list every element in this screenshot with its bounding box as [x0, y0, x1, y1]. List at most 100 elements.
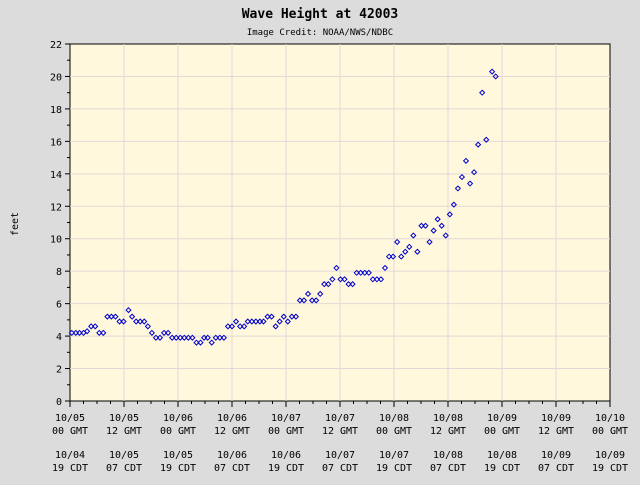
data-point	[137, 318, 144, 325]
data-point	[492, 73, 499, 80]
x-tick-label: 10/08	[379, 413, 409, 424]
data-point	[228, 323, 236, 330]
data-point	[244, 318, 251, 325]
data-point	[197, 339, 204, 346]
data-point	[341, 276, 348, 283]
data-point	[369, 276, 376, 283]
x-tick-label: 07 CDT	[430, 463, 466, 474]
data-point	[156, 334, 164, 341]
y-tick-label: 12	[50, 202, 62, 213]
data-point	[422, 222, 429, 229]
x-tick-label: 10/05	[109, 450, 139, 461]
x-tick-label: 00 GMT	[484, 426, 520, 437]
x-tick-label: 12 GMT	[214, 426, 250, 437]
data-point	[148, 329, 156, 336]
data-point	[446, 211, 453, 218]
y-tick-label: 6	[56, 300, 62, 311]
x-tick-label: 00 GMT	[160, 426, 196, 437]
data-point	[193, 339, 200, 346]
x-tick-label: 10/08	[433, 450, 463, 461]
data-point	[329, 276, 336, 283]
x-tick-label: 10/06	[217, 450, 247, 461]
data-point	[361, 269, 368, 276]
data-point	[152, 334, 160, 341]
data-point	[68, 329, 75, 336]
data-point	[76, 329, 83, 336]
grid-lines	[70, 44, 610, 401]
data-point	[389, 253, 397, 260]
x-tick-label: 12 GMT	[106, 426, 142, 437]
y-tick-label: 0	[56, 397, 62, 408]
data-point	[268, 313, 275, 320]
x-tick-label: 07 CDT	[538, 463, 574, 474]
data-point	[483, 136, 490, 143]
x-axis: 10/05 00 GMT 10/04 19 CDT 10/05 12 GMT 10/05 07…	[52, 401, 628, 474]
data-point	[462, 157, 470, 164]
x-tick-label: 10/05	[55, 413, 85, 424]
x-tick-label: 10/06	[217, 413, 247, 424]
x-tick-label: 19 CDT	[484, 463, 520, 474]
x-tick-label: 10/06	[163, 413, 193, 424]
y-tick-label: 16	[50, 137, 62, 148]
data-point	[450, 201, 457, 208]
x-tick-label: 10/04	[55, 450, 85, 461]
data-point	[365, 269, 372, 276]
data-point	[458, 173, 466, 181]
data-point	[434, 216, 441, 223]
y-tick-label: 4	[56, 332, 62, 343]
x-tick-label: 19 CDT	[592, 463, 628, 474]
data-point	[224, 323, 232, 330]
y-axis-label: feet	[10, 212, 21, 236]
data-point	[353, 269, 360, 276]
data-point	[100, 329, 107, 336]
y-tick-label: 18	[50, 105, 62, 116]
data-point	[208, 339, 215, 346]
data-point	[125, 307, 132, 314]
data-point	[144, 323, 151, 330]
data-point	[216, 334, 223, 341]
data-point	[164, 329, 172, 336]
data-point	[381, 264, 389, 272]
data-point	[128, 313, 136, 320]
y-tick-label: 20	[50, 72, 62, 83]
data-points	[68, 68, 499, 346]
data-point	[385, 253, 393, 260]
x-tick-label: 10/07	[325, 413, 355, 424]
x-tick-label: 10/08	[433, 413, 463, 424]
data-point	[304, 290, 312, 298]
x-tick-label: 00 GMT	[52, 426, 88, 437]
data-point	[241, 323, 248, 330]
data-point	[181, 334, 188, 341]
data-point	[284, 318, 291, 325]
data-point	[430, 227, 437, 234]
data-point	[398, 253, 405, 260]
data-point	[466, 180, 474, 187]
data-point	[438, 222, 445, 229]
data-point	[317, 290, 324, 298]
data-point	[272, 323, 279, 330]
data-point	[169, 334, 176, 341]
x-tick-label: 10/05	[109, 413, 139, 424]
data-point	[357, 269, 364, 276]
data-point	[308, 297, 316, 304]
data-point	[264, 313, 271, 320]
data-point	[410, 232, 417, 239]
data-point	[288, 313, 295, 320]
x-tick-label: 07 CDT	[214, 463, 250, 474]
data-point	[83, 328, 91, 335]
x-tick-label: 07 CDT	[106, 463, 142, 474]
y-tick-label: 8	[56, 267, 62, 278]
data-point	[373, 276, 381, 283]
x-tick-label: 00 GMT	[268, 426, 304, 437]
data-point	[276, 318, 283, 325]
data-point	[402, 248, 409, 255]
data-point	[189, 334, 196, 341]
data-point	[325, 281, 332, 288]
data-point	[232, 318, 240, 325]
data-point	[173, 334, 180, 341]
data-point	[120, 318, 127, 325]
data-point	[260, 318, 267, 325]
data-point	[177, 334, 184, 341]
y-tick-label: 22	[50, 40, 62, 51]
